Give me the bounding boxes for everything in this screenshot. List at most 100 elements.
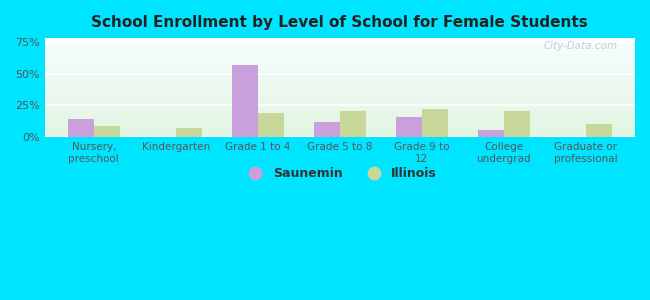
Bar <box>176 128 202 137</box>
Bar <box>478 130 504 137</box>
Bar <box>45 46 635 47</box>
Bar <box>45 75 635 76</box>
Bar <box>45 90 635 91</box>
Bar <box>45 57 635 58</box>
Bar <box>45 118 635 119</box>
Bar <box>45 91 635 92</box>
Legend: Saunemin, Illinois: Saunemin, Illinois <box>238 162 442 185</box>
Bar <box>45 58 635 59</box>
Bar <box>396 117 422 137</box>
Bar <box>45 77 635 78</box>
Title: School Enrollment by Level of School for Female Students: School Enrollment by Level of School for… <box>92 15 588 30</box>
Bar <box>45 122 635 123</box>
Bar <box>45 107 635 108</box>
Bar <box>45 135 635 136</box>
Bar <box>45 56 635 57</box>
Bar <box>45 93 635 94</box>
Bar <box>45 105 635 106</box>
Bar <box>45 127 635 128</box>
Bar <box>313 122 340 137</box>
Bar <box>45 41 635 42</box>
Bar <box>45 88 635 89</box>
Bar <box>45 49 635 50</box>
Bar <box>45 99 635 100</box>
Bar <box>45 125 635 126</box>
Bar <box>45 47 635 48</box>
Bar <box>45 120 635 121</box>
Bar <box>45 103 635 104</box>
Bar <box>45 60 635 61</box>
Bar <box>45 110 635 111</box>
Bar <box>45 61 635 62</box>
Bar <box>45 86 635 87</box>
Bar <box>45 63 635 64</box>
Bar <box>45 111 635 112</box>
Bar <box>45 38 635 39</box>
Bar <box>45 106 635 107</box>
Bar <box>45 113 635 114</box>
Bar <box>45 82 635 83</box>
Bar <box>258 113 284 137</box>
Bar <box>45 72 635 73</box>
Bar <box>45 80 635 81</box>
Bar <box>45 95 635 96</box>
Bar <box>45 64 635 65</box>
Bar <box>231 65 258 137</box>
Bar <box>45 96 635 97</box>
Bar <box>45 94 635 95</box>
Bar <box>45 42 635 43</box>
Bar <box>45 66 635 67</box>
Bar <box>45 55 635 56</box>
Bar <box>45 89 635 90</box>
Bar <box>45 69 635 70</box>
Bar <box>586 124 612 137</box>
Bar <box>45 40 635 41</box>
Bar <box>45 116 635 117</box>
Bar <box>45 131 635 132</box>
Bar <box>340 110 366 137</box>
Bar <box>45 44 635 45</box>
Bar <box>45 98 635 99</box>
Bar <box>45 121 635 122</box>
Bar <box>45 83 635 84</box>
Bar <box>45 100 635 101</box>
Bar <box>45 115 635 116</box>
Bar <box>45 59 635 60</box>
Bar <box>45 67 635 68</box>
Text: City-Data.com: City-Data.com <box>543 41 618 51</box>
Bar <box>45 81 635 82</box>
Bar <box>45 101 635 102</box>
Bar <box>422 109 448 137</box>
Bar <box>45 84 635 85</box>
Bar <box>45 73 635 74</box>
Bar <box>68 119 94 137</box>
Bar <box>504 110 530 137</box>
Bar <box>45 133 635 134</box>
Bar <box>45 52 635 53</box>
Bar <box>45 61 635 62</box>
Bar <box>45 129 635 130</box>
Bar <box>45 114 635 115</box>
Bar <box>45 71 635 72</box>
Bar <box>45 134 635 135</box>
Bar <box>45 48 635 49</box>
Bar <box>45 92 635 93</box>
Bar <box>45 50 635 51</box>
Bar <box>45 53 635 54</box>
Bar <box>45 104 635 105</box>
Bar <box>45 124 635 125</box>
Bar <box>45 97 635 98</box>
Bar <box>45 108 635 109</box>
Bar <box>45 128 635 129</box>
Bar <box>45 70 635 71</box>
Bar <box>94 126 120 137</box>
Bar <box>45 74 635 75</box>
Bar <box>45 119 635 120</box>
Bar <box>45 62 635 63</box>
Bar <box>45 130 635 131</box>
Bar <box>45 85 635 86</box>
Bar <box>45 45 635 46</box>
Bar <box>45 117 635 118</box>
Bar <box>45 123 635 124</box>
Bar <box>45 76 635 77</box>
